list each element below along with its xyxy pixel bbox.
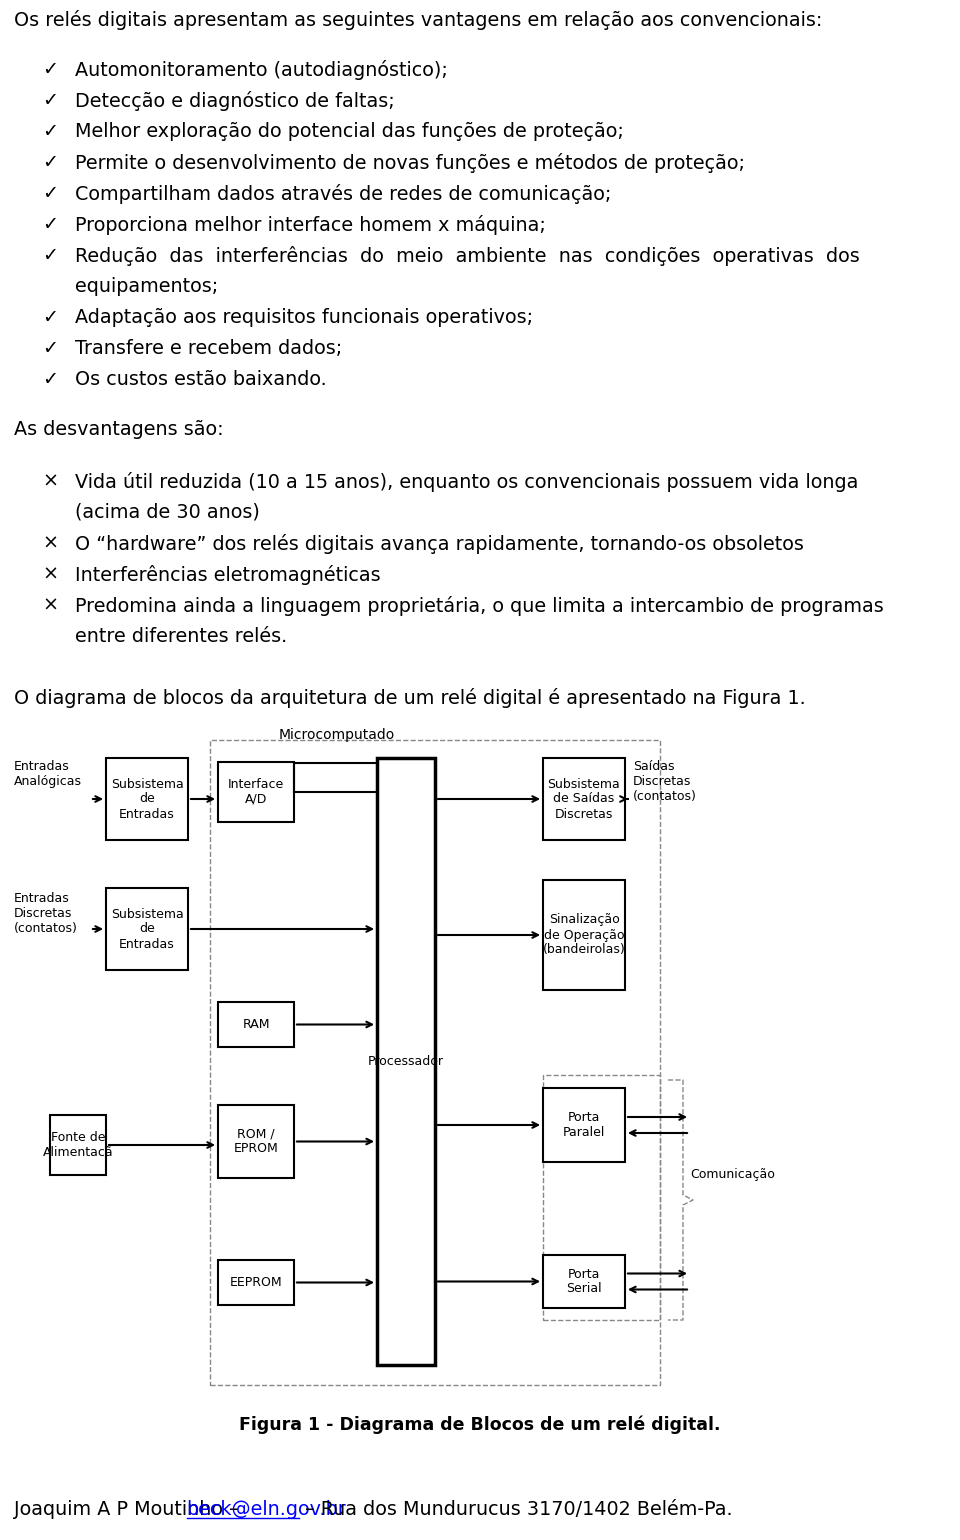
Text: Subsistema
de
Entradas: Subsistema de Entradas [110, 778, 183, 821]
Text: Entradas
Discretas
(contatos): Entradas Discretas (contatos) [14, 892, 78, 935]
Bar [210, 741, 660, 1384]
Text: Melhor exploração do potencial das funções de proteção;: Melhor exploração do potencial das funçõ… [75, 122, 624, 142]
Text: Porta
Paralel: Porta Paralel [563, 1110, 605, 1140]
Text: ×: × [42, 471, 58, 491]
Bar [543, 758, 625, 839]
Bar [106, 889, 188, 970]
Text: ✓: ✓ [42, 122, 58, 142]
Text: Os relés digitais apresentam as seguintes vantagens em relação aos convencionais: Os relés digitais apresentam as seguinte… [14, 9, 823, 29]
Text: Subsistema
de
Entradas: Subsistema de Entradas [110, 907, 183, 950]
Text: EEPROM: EEPROM [229, 1277, 282, 1289]
Bar [377, 758, 435, 1364]
Text: ×: × [42, 565, 58, 584]
Text: RAM: RAM [242, 1018, 270, 1030]
Text: equipamentos;: equipamentos; [75, 277, 218, 296]
Text: Proporciona melhor interface homem x máquina;: Proporciona melhor interface homem x máq… [75, 216, 546, 236]
Text: Porta
Serial: Porta Serial [566, 1267, 602, 1295]
Bar [543, 1087, 625, 1163]
Text: Fonte de
Alimentacã: Fonte de Alimentacã [42, 1130, 113, 1160]
Text: Saídas
Discretas
(contatos): Saídas Discretas (contatos) [633, 761, 697, 802]
Text: (acima de 30 anos): (acima de 30 anos) [75, 504, 260, 522]
Text: ✓: ✓ [42, 308, 58, 326]
Bar [218, 1106, 294, 1178]
Text: Redução  das  interferências  do  meio  ambiente  nas  condições  operativas  do: Redução das interferências do meio ambie… [75, 246, 860, 266]
Text: Interferências eletromagnéticas: Interferências eletromagnéticas [75, 565, 380, 585]
Bar [543, 1075, 660, 1320]
Text: Sinalização
de Operação
(bandeirolas): Sinalização de Operação (bandeirolas) [542, 913, 625, 956]
Text: ✓: ✓ [42, 183, 58, 203]
Text: ×: × [42, 596, 58, 614]
Text: ✓: ✓ [42, 216, 58, 234]
Bar [218, 1260, 294, 1304]
Text: O “hardware” dos relés digitais avança rapidamente, tornando-os obsoletos: O “hardware” dos relés digitais avança r… [75, 534, 804, 554]
Text: Automonitoramento (autodiagnóstico);: Automonitoramento (autodiagnóstico); [75, 60, 448, 80]
Text: Comunicação: Comunicação [690, 1167, 775, 1181]
Text: Transfere e recebem dados;: Transfere e recebem dados; [75, 339, 343, 357]
Text: ✓: ✓ [42, 339, 58, 357]
Bar [543, 1255, 625, 1307]
Text: ROM /
EPROM: ROM / EPROM [233, 1127, 278, 1155]
Text: Figura 1 - Diagrama de Blocos de um relé digital.: Figura 1 - Diagrama de Blocos de um relé… [239, 1415, 721, 1434]
Text: ×: × [42, 534, 58, 553]
Text: Vida útil reduzida (10 a 15 anos), enquanto os convencionais possuem vida longa: Vida útil reduzida (10 a 15 anos), enqua… [75, 471, 858, 491]
Text: O diagrama de blocos da arquitetura de um relé digital é apresentado na Figura 1: O diagrama de blocos da arquitetura de u… [14, 688, 805, 708]
Text: Os custos estão baixando.: Os custos estão baixando. [75, 370, 326, 390]
Text: As desvantagens são:: As desvantagens são: [14, 420, 224, 439]
Bar [543, 879, 625, 990]
Text: Compartilham dados através de redes de comunicação;: Compartilham dados através de redes de c… [75, 183, 612, 203]
Text: Entradas
Analógicas: Entradas Analógicas [14, 761, 82, 788]
Text: Interface
A/D: Interface A/D [228, 778, 284, 805]
Text: ✓: ✓ [42, 152, 58, 172]
Text: Subsistema
de Saídas
Discretas: Subsistema de Saídas Discretas [547, 778, 620, 821]
Text: Detecção e diagnóstico de faltas;: Detecção e diagnóstico de faltas; [75, 91, 395, 111]
Text: ✓: ✓ [42, 246, 58, 265]
Text: beck@eln.gov.br: beck@eln.gov.br [186, 1500, 347, 1518]
Text: ✓: ✓ [42, 370, 58, 390]
Text: Processador: Processador [368, 1055, 444, 1069]
Text: ✓: ✓ [42, 91, 58, 109]
Bar [50, 1115, 106, 1175]
Bar [218, 1003, 294, 1047]
Text: ✓: ✓ [42, 60, 58, 79]
Text: Predomina ainda a linguagem proprietária, o que limita a intercambio de programa: Predomina ainda a linguagem proprietária… [75, 596, 884, 616]
Text: Joaquim A P Moutinho –: Joaquim A P Moutinho – [14, 1500, 245, 1518]
Text: Microcomputado: Microcomputado [278, 728, 396, 742]
Text: Permite o desenvolvimento de novas funções e métodos de proteção;: Permite o desenvolvimento de novas funçõ… [75, 152, 745, 172]
Text: entre diferentes relés.: entre diferentes relés. [75, 627, 287, 645]
Bar [218, 762, 294, 822]
Bar [106, 758, 188, 839]
Text: Adaptação aos requisitos funcionais operativos;: Adaptação aos requisitos funcionais oper… [75, 308, 533, 326]
Text: – Rua dos Mundurucus 3170/1402 Belém-Pa.: – Rua dos Mundurucus 3170/1402 Belém-Pa. [299, 1500, 732, 1518]
